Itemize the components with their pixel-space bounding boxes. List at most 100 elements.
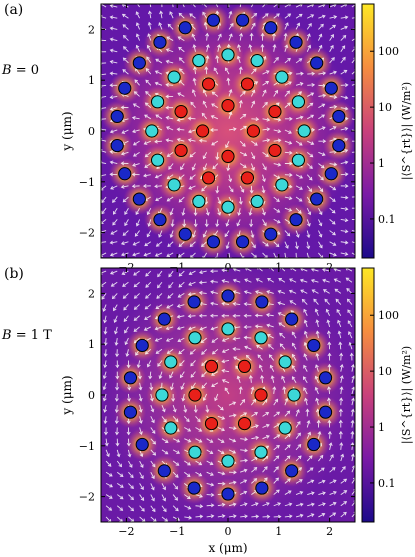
field-arrow bbox=[116, 505, 123, 511]
colorbar-tick-label: 100 bbox=[378, 45, 399, 58]
field-arrowhead bbox=[124, 329, 128, 334]
field-arrowhead bbox=[136, 364, 141, 369]
field-arrow bbox=[224, 230, 230, 237]
field-arrowhead bbox=[221, 502, 226, 507]
particle-disc bbox=[275, 70, 289, 84]
field-arrowhead bbox=[154, 326, 159, 331]
field-arrow bbox=[340, 512, 347, 518]
field-arrow bbox=[110, 230, 118, 235]
field-arrowhead bbox=[174, 485, 179, 490]
field-arrowhead bbox=[230, 22, 234, 27]
field-arrowhead bbox=[303, 330, 308, 335]
field-arrow bbox=[222, 360, 230, 363]
field-arrow bbox=[315, 364, 319, 372]
field-arrow bbox=[224, 387, 230, 395]
field-arrowhead bbox=[202, 155, 207, 160]
field-arrow bbox=[122, 281, 129, 287]
field-arrowhead bbox=[238, 386, 243, 390]
field-arrowhead bbox=[286, 455, 291, 460]
field-arrow bbox=[166, 337, 174, 342]
field-arrow bbox=[262, 163, 267, 170]
field-arrow bbox=[307, 480, 314, 484]
field-arrowhead bbox=[263, 222, 267, 227]
particle-disc bbox=[151, 95, 165, 109]
field-arrowhead bbox=[187, 505, 192, 510]
field-arrowhead bbox=[142, 184, 147, 189]
field-arrowhead bbox=[255, 290, 259, 294]
field-arrowhead bbox=[306, 33, 311, 37]
field-arrowhead bbox=[109, 160, 114, 165]
field-arrowhead bbox=[331, 467, 336, 471]
field-arrow bbox=[262, 139, 270, 142]
field-arrowhead bbox=[176, 428, 180, 432]
field-arrow bbox=[257, 268, 263, 272]
field-arrow bbox=[135, 230, 140, 237]
field-arrowhead bbox=[327, 341, 332, 346]
field-arrow bbox=[166, 252, 174, 257]
field-arrowhead bbox=[210, 269, 214, 274]
field-arrowhead bbox=[310, 14, 315, 18]
field-arrowhead bbox=[145, 284, 149, 288]
field-arrow bbox=[124, 337, 129, 345]
field-arrowhead bbox=[167, 243, 171, 248]
field-arrow bbox=[239, 140, 246, 147]
particle-disc bbox=[178, 21, 192, 35]
field-arrowhead bbox=[299, 186, 303, 190]
field-arrowhead bbox=[103, 319, 107, 324]
field-arrowhead bbox=[339, 386, 344, 390]
field-arrowhead bbox=[221, 379, 226, 383]
field-arrow bbox=[114, 326, 118, 334]
field-arrow bbox=[300, 289, 308, 294]
field-arrow bbox=[284, 490, 292, 495]
field-arrow bbox=[284, 129, 292, 134]
field-arrowhead bbox=[140, 497, 145, 501]
field-arrow bbox=[110, 161, 118, 164]
field-arrowhead bbox=[337, 330, 342, 335]
field-arrow bbox=[284, 219, 292, 224]
field-arrow bbox=[167, 293, 174, 299]
field-arrowhead bbox=[340, 453, 345, 458]
field-arrow bbox=[155, 337, 163, 342]
field-arrow bbox=[192, 89, 196, 97]
field-arrowhead bbox=[151, 430, 156, 434]
field-arrowhead bbox=[122, 57, 127, 62]
field-arrow bbox=[351, 364, 354, 372]
field-arrowhead bbox=[193, 223, 198, 228]
field-arrow bbox=[206, 515, 214, 518]
field-arrow bbox=[214, 393, 219, 401]
field-arrow bbox=[340, 466, 346, 473]
field-arrowhead bbox=[266, 138, 271, 143]
field-arrow bbox=[239, 412, 247, 417]
field-arrowhead bbox=[120, 241, 125, 246]
field-arrowhead bbox=[286, 444, 291, 449]
vector-field bbox=[101, 268, 355, 522]
field-arrowhead bbox=[178, 272, 183, 277]
field-arrowhead bbox=[249, 32, 254, 37]
field-arrow bbox=[283, 386, 286, 395]
field-arrow bbox=[134, 304, 140, 310]
field-arrow bbox=[262, 22, 266, 30]
field-arrow bbox=[300, 279, 308, 283]
field-arrowhead bbox=[138, 386, 143, 391]
field-arrowhead bbox=[220, 439, 225, 443]
field-arrowhead bbox=[290, 268, 292, 271]
field-arrow bbox=[101, 252, 107, 257]
field-arrowhead bbox=[346, 298, 351, 303]
particle-disc bbox=[151, 153, 165, 167]
field-arrow bbox=[200, 337, 207, 343]
field-arrow bbox=[279, 343, 286, 350]
field-arrowhead bbox=[205, 55, 210, 59]
field-arrow bbox=[206, 494, 214, 496]
field-arrowhead bbox=[254, 502, 259, 506]
particle-disc bbox=[204, 359, 219, 373]
field-arrowhead bbox=[228, 10, 233, 15]
field-arrowhead bbox=[221, 427, 225, 432]
field-arrow bbox=[110, 252, 118, 256]
particle-disc bbox=[188, 388, 202, 402]
field-arrowhead bbox=[315, 397, 320, 402]
field-arrow bbox=[278, 322, 286, 328]
field-arrowhead bbox=[255, 278, 260, 282]
field-arrowhead bbox=[304, 397, 308, 402]
field-arrow bbox=[351, 151, 355, 153]
field-arrow bbox=[136, 45, 141, 52]
